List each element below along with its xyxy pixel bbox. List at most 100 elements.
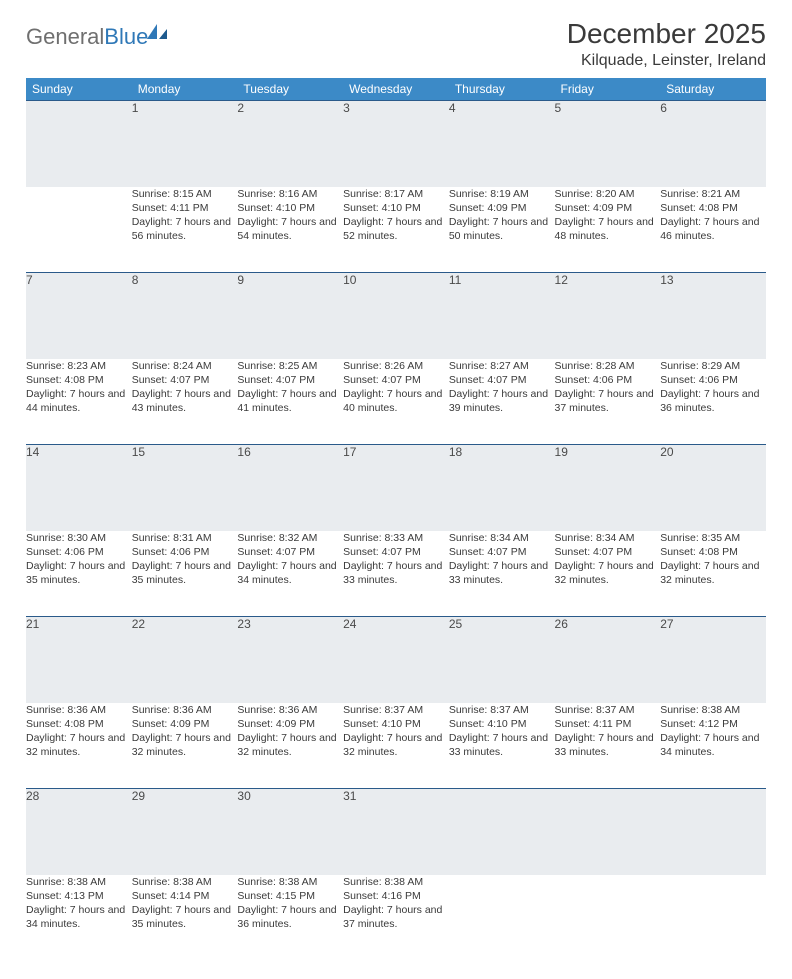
- day-number-cell: 16: [237, 445, 343, 531]
- sunset-line: Sunset: 4:09 PM: [555, 201, 661, 215]
- day-number-cell: [449, 789, 555, 875]
- daylight-line: Daylight: 7 hours and 56 minutes.: [132, 215, 238, 243]
- day-content-cell: Sunrise: 8:35 AMSunset: 4:08 PMDaylight:…: [660, 531, 766, 617]
- day-content-cell: Sunrise: 8:20 AMSunset: 4:09 PMDaylight:…: [555, 187, 661, 273]
- sunset-line: Sunset: 4:07 PM: [555, 545, 661, 559]
- sunrise-line: Sunrise: 8:24 AM: [132, 359, 238, 373]
- logo-word2: Blue: [104, 24, 148, 49]
- daylight-line: Daylight: 7 hours and 34 minutes.: [26, 903, 132, 931]
- day-content-row: Sunrise: 8:38 AMSunset: 4:13 PMDaylight:…: [26, 875, 766, 961]
- day-content-row: Sunrise: 8:15 AMSunset: 4:11 PMDaylight:…: [26, 187, 766, 273]
- daylight-line: Daylight: 7 hours and 43 minutes.: [132, 387, 238, 415]
- daylight-line: Daylight: 7 hours and 48 minutes.: [555, 215, 661, 243]
- weekday-header: Friday: [555, 78, 661, 101]
- sunrise-line: Sunrise: 8:36 AM: [237, 703, 343, 717]
- daylight-line: Daylight: 7 hours and 32 minutes.: [343, 731, 449, 759]
- day-content-cell: Sunrise: 8:21 AMSunset: 4:08 PMDaylight:…: [660, 187, 766, 273]
- sunset-line: Sunset: 4:11 PM: [555, 717, 661, 731]
- sunset-line: Sunset: 4:12 PM: [660, 717, 766, 731]
- day-content-cell: Sunrise: 8:26 AMSunset: 4:07 PMDaylight:…: [343, 359, 449, 445]
- logo-sail-icon: [146, 23, 168, 41]
- day-content-cell: Sunrise: 8:27 AMSunset: 4:07 PMDaylight:…: [449, 359, 555, 445]
- day-number-cell: 18: [449, 445, 555, 531]
- day-content-cell: Sunrise: 8:16 AMSunset: 4:10 PMDaylight:…: [237, 187, 343, 273]
- daylight-line: Daylight: 7 hours and 34 minutes.: [237, 559, 343, 587]
- sunset-line: Sunset: 4:08 PM: [660, 545, 766, 559]
- daylight-line: Daylight: 7 hours and 33 minutes.: [343, 559, 449, 587]
- sunset-line: Sunset: 4:07 PM: [237, 545, 343, 559]
- day-content-cell: Sunrise: 8:23 AMSunset: 4:08 PMDaylight:…: [26, 359, 132, 445]
- sunrise-line: Sunrise: 8:32 AM: [237, 531, 343, 545]
- sunrise-line: Sunrise: 8:38 AM: [26, 875, 132, 889]
- daylight-line: Daylight: 7 hours and 32 minutes.: [237, 731, 343, 759]
- day-number-cell: [555, 789, 661, 875]
- sunrise-line: Sunrise: 8:15 AM: [132, 187, 238, 201]
- sunset-line: Sunset: 4:16 PM: [343, 889, 449, 903]
- day-content-cell: Sunrise: 8:38 AMSunset: 4:15 PMDaylight:…: [237, 875, 343, 961]
- daylight-line: Daylight: 7 hours and 35 minutes.: [26, 559, 132, 587]
- day-number-row: 28293031: [26, 789, 766, 875]
- sunrise-line: Sunrise: 8:31 AM: [132, 531, 238, 545]
- day-content-cell: Sunrise: 8:24 AMSunset: 4:07 PMDaylight:…: [132, 359, 238, 445]
- logo-text: GeneralBlue: [26, 24, 148, 50]
- sunrise-line: Sunrise: 8:38 AM: [343, 875, 449, 889]
- sunset-line: Sunset: 4:06 PM: [132, 545, 238, 559]
- day-number-row: 78910111213: [26, 273, 766, 359]
- day-content-cell: Sunrise: 8:37 AMSunset: 4:10 PMDaylight:…: [449, 703, 555, 789]
- day-number-cell: 5: [555, 101, 661, 187]
- month-title: December 2025: [567, 18, 766, 50]
- weekday-header: Monday: [132, 78, 238, 101]
- day-number-cell: 11: [449, 273, 555, 359]
- sunset-line: Sunset: 4:10 PM: [343, 717, 449, 731]
- day-number-cell: 13: [660, 273, 766, 359]
- day-number-cell: 1: [132, 101, 238, 187]
- day-content-cell: Sunrise: 8:34 AMSunset: 4:07 PMDaylight:…: [555, 531, 661, 617]
- location-text: Kilquade, Leinster, Ireland: [567, 52, 766, 70]
- daylight-line: Daylight: 7 hours and 33 minutes.: [449, 559, 555, 587]
- daylight-line: Daylight: 7 hours and 33 minutes.: [555, 731, 661, 759]
- sunset-line: Sunset: 4:06 PM: [26, 545, 132, 559]
- sunset-line: Sunset: 4:07 PM: [449, 545, 555, 559]
- day-content-cell: [660, 875, 766, 961]
- weekday-header: Wednesday: [343, 78, 449, 101]
- sunset-line: Sunset: 4:09 PM: [237, 717, 343, 731]
- daylight-line: Daylight: 7 hours and 35 minutes.: [132, 559, 238, 587]
- day-number-cell: 21: [26, 617, 132, 703]
- sunset-line: Sunset: 4:07 PM: [132, 373, 238, 387]
- day-content-cell: Sunrise: 8:19 AMSunset: 4:09 PMDaylight:…: [449, 187, 555, 273]
- sunset-line: Sunset: 4:06 PM: [555, 373, 661, 387]
- day-number-cell: [26, 101, 132, 187]
- day-number-cell: 19: [555, 445, 661, 531]
- sunrise-line: Sunrise: 8:34 AM: [555, 531, 661, 545]
- day-content-cell: Sunrise: 8:36 AMSunset: 4:09 PMDaylight:…: [237, 703, 343, 789]
- day-number-cell: 27: [660, 617, 766, 703]
- sunset-line: Sunset: 4:13 PM: [26, 889, 132, 903]
- sunrise-line: Sunrise: 8:37 AM: [343, 703, 449, 717]
- daylight-line: Daylight: 7 hours and 46 minutes.: [660, 215, 766, 243]
- day-number-cell: 26: [555, 617, 661, 703]
- daylight-line: Daylight: 7 hours and 36 minutes.: [237, 903, 343, 931]
- day-number-cell: 9: [237, 273, 343, 359]
- day-content-cell: Sunrise: 8:36 AMSunset: 4:08 PMDaylight:…: [26, 703, 132, 789]
- day-number-cell: 4: [449, 101, 555, 187]
- day-content-row: Sunrise: 8:30 AMSunset: 4:06 PMDaylight:…: [26, 531, 766, 617]
- sunrise-line: Sunrise: 8:27 AM: [449, 359, 555, 373]
- sunrise-line: Sunrise: 8:30 AM: [26, 531, 132, 545]
- daylight-line: Daylight: 7 hours and 35 minutes.: [132, 903, 238, 931]
- sunrise-line: Sunrise: 8:26 AM: [343, 359, 449, 373]
- day-number-cell: 6: [660, 101, 766, 187]
- day-content-cell: [555, 875, 661, 961]
- day-content-cell: Sunrise: 8:17 AMSunset: 4:10 PMDaylight:…: [343, 187, 449, 273]
- sunset-line: Sunset: 4:10 PM: [343, 201, 449, 215]
- day-content-cell: Sunrise: 8:29 AMSunset: 4:06 PMDaylight:…: [660, 359, 766, 445]
- daylight-line: Daylight: 7 hours and 54 minutes.: [237, 215, 343, 243]
- day-number-cell: 8: [132, 273, 238, 359]
- sunset-line: Sunset: 4:11 PM: [132, 201, 238, 215]
- calendar-table: SundayMondayTuesdayWednesdayThursdayFrid…: [26, 78, 766, 961]
- sunrise-line: Sunrise: 8:21 AM: [660, 187, 766, 201]
- sunset-line: Sunset: 4:09 PM: [132, 717, 238, 731]
- day-content-cell: Sunrise: 8:38 AMSunset: 4:12 PMDaylight:…: [660, 703, 766, 789]
- daylight-line: Daylight: 7 hours and 32 minutes.: [132, 731, 238, 759]
- sunset-line: Sunset: 4:07 PM: [237, 373, 343, 387]
- day-content-cell: Sunrise: 8:31 AMSunset: 4:06 PMDaylight:…: [132, 531, 238, 617]
